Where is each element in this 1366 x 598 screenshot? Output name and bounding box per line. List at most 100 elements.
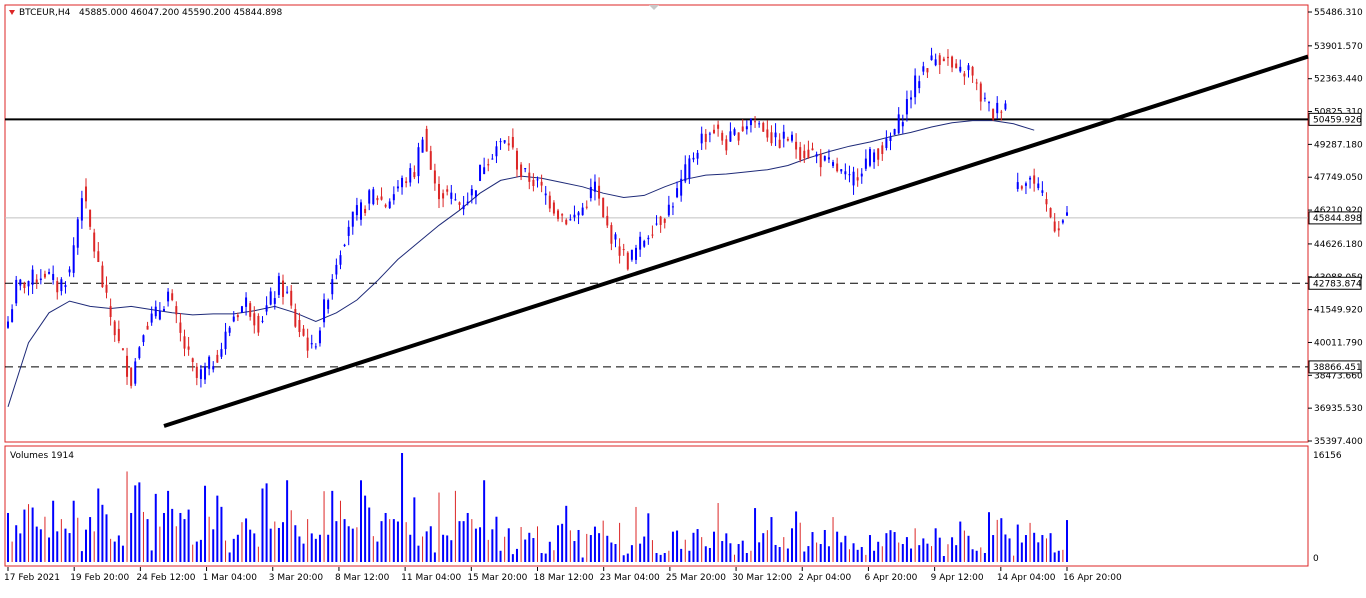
candle-body bbox=[729, 131, 732, 142]
candle-body bbox=[745, 126, 748, 130]
price-axis-label: 46210.920 bbox=[1314, 206, 1363, 216]
candle-body bbox=[799, 147, 802, 160]
candle-body bbox=[667, 204, 670, 216]
candle-body bbox=[249, 303, 252, 317]
candle-body bbox=[208, 356, 211, 369]
candle-body bbox=[101, 265, 104, 288]
candle-body bbox=[425, 128, 428, 152]
price-axis-label: 49287.180 bbox=[1314, 140, 1363, 150]
candle-body bbox=[581, 207, 584, 216]
candle-body bbox=[647, 237, 650, 240]
level-tag bbox=[1308, 112, 1362, 126]
time-axis: 17 Feb 2021 19 Feb 20:00 24 Feb 12:00 1 Mar… bbox=[4, 567, 1122, 583]
candle-body bbox=[1004, 103, 1007, 110]
candle-body bbox=[384, 204, 387, 207]
candle-body bbox=[1049, 208, 1052, 218]
candle-body bbox=[676, 188, 679, 198]
candle-body bbox=[105, 284, 108, 293]
candle-body bbox=[819, 153, 822, 168]
candle-body bbox=[331, 279, 334, 295]
candle-body bbox=[228, 327, 231, 333]
candle-body bbox=[93, 232, 96, 252]
candle-body bbox=[557, 210, 560, 219]
candle-body bbox=[479, 164, 482, 181]
candle-body bbox=[487, 164, 490, 166]
candle-body bbox=[11, 309, 14, 322]
candle-body bbox=[795, 141, 798, 150]
candle-body bbox=[245, 297, 248, 307]
candle-body bbox=[409, 168, 412, 183]
candle-body bbox=[967, 65, 970, 71]
candle-body bbox=[392, 194, 395, 201]
candle-body bbox=[873, 152, 876, 163]
candle-body bbox=[1029, 177, 1032, 180]
candle-body bbox=[524, 168, 527, 170]
candle-body bbox=[495, 146, 498, 157]
candle-body bbox=[515, 150, 518, 170]
candle-body bbox=[688, 158, 691, 179]
level-tags: 50459.926 42783.874 38866.451 45844.898 bbox=[1308, 112, 1362, 374]
candle-body bbox=[179, 322, 182, 333]
price-axis-label: 50825.310 bbox=[1314, 108, 1363, 118]
candle-body bbox=[167, 291, 170, 302]
candle-body bbox=[1057, 228, 1060, 231]
candle-body bbox=[659, 216, 662, 225]
candle-body bbox=[836, 163, 839, 172]
volume-panel-frame bbox=[4, 445, 1309, 567]
candle-body bbox=[905, 99, 908, 115]
trendline[interactable] bbox=[163, 54, 1309, 428]
candle-body bbox=[323, 299, 326, 323]
level-tag bbox=[1308, 360, 1362, 374]
level-tag-label: 42783.874 bbox=[1313, 279, 1362, 289]
candle-body bbox=[347, 226, 350, 236]
candle-body bbox=[983, 97, 986, 99]
level-tag bbox=[1308, 276, 1362, 290]
time-axis-label: 14 Apr 04:00 bbox=[997, 573, 1056, 583]
candle-body bbox=[955, 63, 958, 69]
candle-body bbox=[339, 255, 342, 265]
candle-body bbox=[544, 193, 547, 196]
candle-body bbox=[388, 201, 391, 209]
price-axis-label: 40011.790 bbox=[1314, 338, 1363, 348]
candle-body bbox=[569, 219, 572, 221]
candle-body bbox=[433, 170, 436, 184]
candle-body bbox=[162, 309, 165, 312]
candle-body bbox=[725, 139, 728, 151]
candle-body bbox=[864, 158, 867, 169]
candle-body bbox=[310, 343, 313, 345]
candle-body bbox=[938, 55, 941, 65]
candle-body bbox=[885, 138, 888, 148]
candle-body bbox=[60, 279, 63, 292]
candle-body bbox=[1053, 221, 1056, 232]
candle-body bbox=[265, 305, 268, 312]
price-axis-label: 38473.660 bbox=[1314, 371, 1363, 381]
candle-body bbox=[988, 102, 991, 104]
candle-body bbox=[811, 148, 814, 151]
price-axis-label: 47749.050 bbox=[1314, 173, 1363, 183]
down-triangle-icon[interactable] bbox=[9, 10, 15, 15]
candle-body bbox=[910, 97, 913, 100]
candle-body bbox=[561, 214, 564, 216]
price-axis-label: 52363.440 bbox=[1314, 75, 1363, 85]
candle-body bbox=[737, 132, 740, 141]
candle-body bbox=[840, 169, 843, 172]
candle-body bbox=[585, 206, 588, 208]
candle-body bbox=[204, 366, 207, 380]
candle-body bbox=[1024, 183, 1027, 186]
candle-body bbox=[1037, 183, 1040, 189]
candle-body bbox=[922, 66, 925, 72]
candle-body bbox=[372, 189, 375, 205]
time-axis-label: 18 Mar 12:00 bbox=[534, 573, 594, 583]
candle-body bbox=[708, 133, 711, 135]
candle-body bbox=[158, 310, 161, 320]
candle-body bbox=[31, 269, 34, 285]
candle-body bbox=[1033, 175, 1036, 184]
candle-body bbox=[282, 280, 285, 297]
candle-body bbox=[717, 124, 720, 129]
scroll-marker-icon[interactable] bbox=[649, 5, 659, 10]
candle-body bbox=[121, 348, 124, 350]
candle-body bbox=[959, 66, 962, 72]
candle-body bbox=[187, 346, 190, 350]
candle-body bbox=[803, 150, 806, 158]
candle-body bbox=[240, 306, 243, 313]
